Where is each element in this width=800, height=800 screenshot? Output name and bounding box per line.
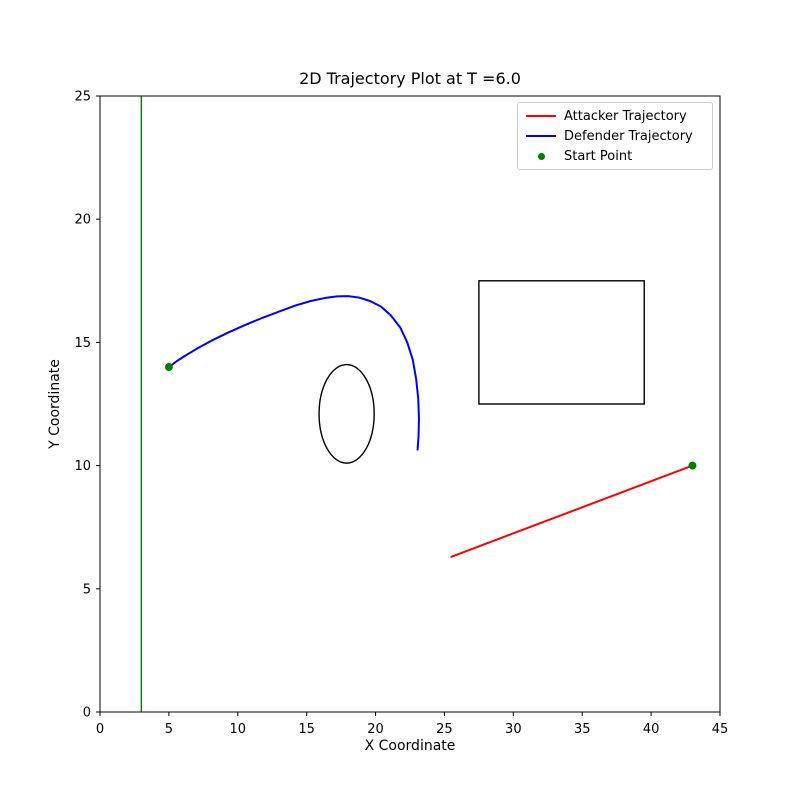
y-tick-label: 25 bbox=[74, 90, 91, 105]
x-tick-label: 10 bbox=[230, 722, 247, 737]
x-axis-label: X Coordinate bbox=[364, 738, 456, 754]
legend-label: Defender Trajectory bbox=[564, 128, 693, 144]
x-tick-label: 15 bbox=[298, 722, 315, 737]
y-tick-label: 20 bbox=[74, 213, 91, 228]
attacker-trajectory-line bbox=[450, 464, 694, 558]
attacker-line-swatch bbox=[526, 115, 556, 117]
y-axis-label: Y Coordinate bbox=[47, 359, 63, 449]
axes-frame bbox=[99, 95, 721, 713]
chart-title: 2D Trajectory Plot at T =6.0 bbox=[299, 69, 521, 88]
start-point-dot bbox=[164, 363, 173, 372]
green-dot-icon bbox=[537, 152, 545, 160]
y-tick-label: 15 bbox=[74, 336, 91, 351]
y-tick-label: 5 bbox=[83, 582, 91, 597]
obstacle-ellipse bbox=[318, 363, 375, 464]
x-tick-label: 45 bbox=[712, 722, 729, 737]
blue-line-icon bbox=[526, 135, 556, 137]
x-tick-label: 5 bbox=[165, 722, 173, 737]
legend-label: Attacker Trajectory bbox=[564, 108, 687, 124]
y-tick-label: 0 bbox=[83, 706, 91, 721]
legend: Attacker Trajectory Defender Trajectory … bbox=[517, 102, 713, 170]
defender-line-swatch bbox=[526, 135, 556, 137]
legend-label: Start Point bbox=[564, 148, 633, 164]
x-tick-label: 35 bbox=[574, 722, 591, 737]
x-tick-label: 0 bbox=[96, 722, 104, 737]
start-point-dot bbox=[688, 461, 697, 470]
x-tick-label: 20 bbox=[367, 722, 384, 737]
x-tick-label: 25 bbox=[436, 722, 453, 737]
y-tick-label: 10 bbox=[74, 459, 91, 474]
start-point-swatch bbox=[526, 152, 556, 160]
x-tick-label: 40 bbox=[643, 722, 660, 737]
defender-trajectory-line bbox=[167, 295, 420, 451]
x-tick-label: 30 bbox=[505, 722, 522, 737]
red-line-icon bbox=[526, 115, 556, 117]
obstacle-rect bbox=[478, 280, 645, 405]
legend-entry-attacker: Attacker Trajectory bbox=[526, 106, 704, 126]
legend-entry-defender: Defender Trajectory bbox=[526, 126, 704, 146]
legend-entry-start-point: Start Point bbox=[526, 146, 704, 166]
